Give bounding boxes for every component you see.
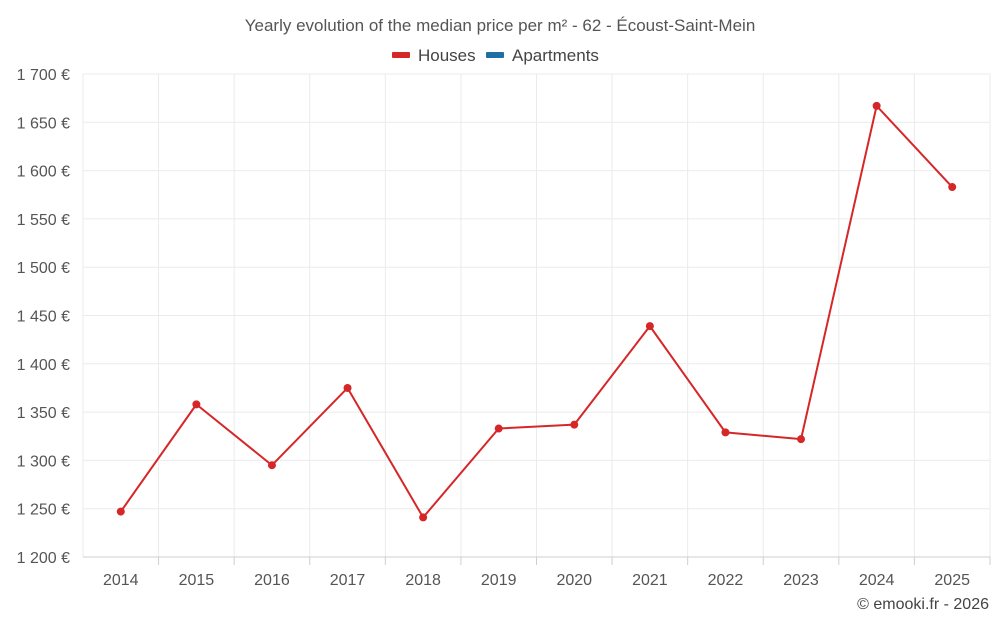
legend-swatch-houses — [392, 52, 410, 58]
data-point — [645, 322, 654, 331]
y-tick-label: 1 650 € — [17, 115, 70, 132]
y-tick-label: 1 200 € — [17, 550, 70, 567]
y-tick-label: 1 700 € — [17, 67, 70, 84]
data-point — [570, 420, 579, 429]
y-tick-label: 1 600 € — [17, 164, 70, 181]
x-tick-label: 2021 — [632, 572, 668, 589]
legend-label-apartments: Apartments — [512, 46, 599, 65]
data-point — [494, 424, 503, 433]
x-tick-label: 2020 — [556, 572, 592, 589]
legend-swatch-apartments — [486, 52, 504, 58]
y-tick-label: 1 550 € — [17, 212, 70, 229]
legend-label-houses: Houses — [418, 46, 476, 65]
series-line-houses — [119, 104, 953, 519]
x-tick-label: 2014 — [103, 572, 139, 589]
credit-text: © emooki.fr - 2026 — [857, 596, 989, 613]
x-tick-label: 2015 — [179, 572, 215, 589]
x-tick-label: 2018 — [405, 572, 441, 589]
y-tick-label: 1 250 € — [17, 502, 70, 519]
y-tick-label: 1 450 € — [17, 309, 70, 326]
data-point — [872, 101, 881, 110]
x-tick-label: 2017 — [330, 572, 366, 589]
grid — [82, 73, 991, 558]
y-axis: 1 200 € 1 250 € 1 300 € 1 350 € 1 400 € 1 450… — [17, 67, 70, 567]
y-tick-label: 1 350 € — [17, 405, 70, 422]
data-point — [343, 383, 352, 392]
data-point — [267, 461, 276, 470]
series-layer — [116, 101, 957, 522]
x-axis: 2014 2015 2016 2017 2018 2019 2020 2021 2022 2023… — [83, 556, 991, 589]
legend: Houses Apartments — [392, 46, 599, 65]
y-tick-label: 1 300 € — [17, 453, 70, 470]
y-tick-label: 1 500 € — [17, 260, 70, 277]
x-tick-label: 2016 — [254, 572, 290, 589]
x-tick-label: 2024 — [859, 572, 895, 589]
data-point — [419, 513, 428, 522]
data-point — [797, 435, 806, 444]
chart-title: Yearly evolution of the median price per… — [245, 16, 756, 35]
x-tick-label: 2023 — [783, 572, 819, 589]
x-tick-label: 2022 — [708, 572, 744, 589]
data-point — [721, 428, 730, 437]
y-tick-label: 1 400 € — [17, 357, 70, 374]
data-point — [116, 507, 125, 516]
x-tick-label: 2019 — [481, 572, 517, 589]
data-point — [192, 400, 201, 409]
data-point — [948, 183, 957, 192]
x-tick-label: 2025 — [934, 572, 970, 589]
